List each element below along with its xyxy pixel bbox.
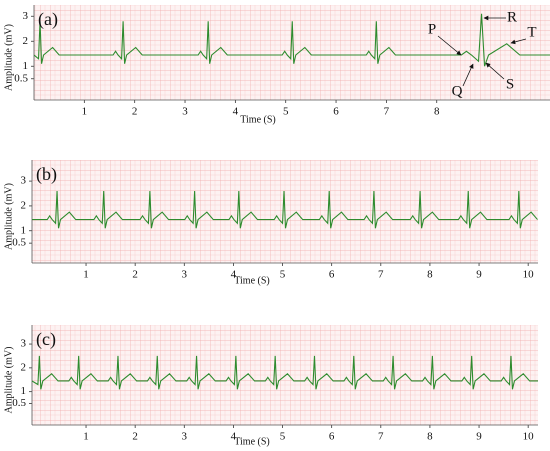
x-tick-label: 7 bbox=[384, 106, 390, 118]
panel-label: (a) bbox=[38, 9, 58, 30]
x-tick-label: 1 bbox=[82, 106, 88, 118]
panel-label: (b) bbox=[36, 164, 57, 185]
x-tick-label: 5 bbox=[280, 269, 286, 281]
y-tick-label: 2 bbox=[21, 361, 27, 373]
x-tick-label: 5 bbox=[280, 431, 286, 443]
annotation: Q bbox=[452, 83, 463, 99]
x-tick-label: 8 bbox=[427, 269, 433, 281]
y-axis-label: Amplitude (mV) bbox=[3, 24, 14, 91]
y-axis-label: Amplitude (mV) bbox=[3, 183, 14, 250]
y-tick-label: 1 bbox=[23, 60, 29, 72]
x-tick-label: 9 bbox=[476, 431, 482, 443]
annotation-arrow bbox=[485, 62, 505, 80]
x-axis-label: Time (S) bbox=[234, 436, 269, 447]
annotation-arrow bbox=[437, 35, 462, 56]
annotation: S bbox=[506, 76, 514, 92]
panel-label: (c) bbox=[36, 329, 56, 350]
x-tick-label: 6 bbox=[329, 269, 335, 281]
y-axis-label: Amplitude (mV) bbox=[3, 347, 14, 414]
y-tick-label: 0.5 bbox=[12, 237, 26, 249]
y-tick-label: 3 bbox=[21, 338, 27, 350]
x-tick-label: 4 bbox=[233, 106, 239, 118]
x-tick-label: 4 bbox=[231, 431, 237, 443]
annotation-arrow bbox=[510, 38, 527, 45]
y-tick-label: 0.5 bbox=[12, 397, 26, 409]
y-tick-label: 0.5 bbox=[14, 72, 28, 84]
annotation-arrow bbox=[462, 63, 474, 87]
ecg-trace bbox=[32, 355, 538, 390]
x-tick-label: 2 bbox=[132, 106, 138, 118]
ecg-paper bbox=[34, 5, 550, 100]
x-axis-label: Time (S) bbox=[240, 114, 275, 125]
x-tick-label: 2 bbox=[132, 269, 138, 281]
x-tick-label: 5 bbox=[283, 106, 289, 118]
x-tick-label: 6 bbox=[329, 431, 335, 443]
x-tick-label: 10 bbox=[523, 269, 535, 281]
x-tick-label: 3 bbox=[182, 106, 188, 118]
x-tick-label: 3 bbox=[182, 269, 188, 281]
x-tick-label: 1 bbox=[83, 431, 89, 443]
annotation: R bbox=[507, 9, 517, 25]
x-tick-label: 8 bbox=[427, 431, 433, 443]
x-tick-label: 8 bbox=[434, 106, 440, 118]
x-tick-label: 6 bbox=[333, 106, 339, 118]
x-tick-label: 10 bbox=[523, 431, 535, 443]
ecg-paper bbox=[32, 325, 538, 425]
y-tick-label: 2 bbox=[21, 199, 27, 211]
x-tick-label: 1 bbox=[83, 269, 89, 281]
ecg-trace bbox=[32, 190, 538, 229]
x-tick-label: 2 bbox=[132, 431, 138, 443]
y-tick-label: 3 bbox=[23, 10, 29, 22]
y-tick-label: 1 bbox=[21, 385, 27, 397]
y-tick-label: 1 bbox=[21, 224, 27, 236]
annotation: T bbox=[527, 24, 536, 40]
y-tick-label: 2 bbox=[23, 35, 29, 47]
annotation: P bbox=[428, 21, 436, 37]
x-axis-label: Time (S) bbox=[234, 275, 269, 286]
y-tick-label: 3 bbox=[21, 175, 27, 187]
x-tick-label: 4 bbox=[231, 269, 237, 281]
x-tick-label: 7 bbox=[378, 431, 384, 443]
x-tick-label: 7 bbox=[378, 269, 384, 281]
x-tick-label: 9 bbox=[476, 269, 482, 281]
ecg-trace bbox=[34, 13, 550, 67]
x-tick-label: 3 bbox=[182, 431, 188, 443]
